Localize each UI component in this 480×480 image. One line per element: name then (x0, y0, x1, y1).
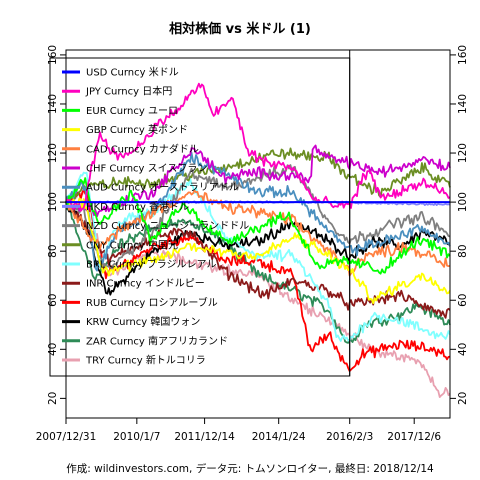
legend-label-6: AUD Curncy オーストラリアドル (86, 182, 239, 194)
legend-label-3: GBP Curncy 英ポンド (86, 123, 188, 136)
y-tick-label-left: 100 (47, 192, 59, 212)
x-tick-label: 2007/12/31 (36, 431, 97, 443)
axes: 20 20 40 40 60 60 80 80 100 100 120 120 140 140 160 160… (36, 45, 469, 443)
plot-frame (65, 49, 451, 419)
legend-label-0: USD Curncy 米ドル (86, 66, 179, 79)
x-tick-label: 2010/1/7 (113, 431, 160, 443)
y-tick-label-right: 160 (457, 45, 469, 65)
series-line-6 (65, 151, 451, 272)
legend-label-14: ZAR Curncy 南アフリカランド (86, 334, 228, 347)
series-line-13 (65, 201, 451, 296)
credit-caption: 作成: wildinvestors.com, データ元: トムソンロイター, 最… (66, 462, 434, 475)
series-line-11 (65, 200, 451, 319)
legend-label-4: CAD Curncy カナダドル (86, 142, 199, 155)
series-line-3 (65, 197, 451, 305)
y-tick-label-right: 20 (457, 392, 469, 405)
chart-title: 相対株価 vs 米ドル (1) (169, 21, 311, 37)
y-tick-label-left: 40 (47, 343, 59, 356)
y-tick-label-left: 60 (47, 294, 59, 307)
y-tick-label-left: 120 (47, 143, 59, 163)
legend-label-10: BRL Curncy ブラジルレアル (86, 258, 216, 271)
series-line-10 (65, 171, 451, 342)
y-tick-label-right: 40 (457, 343, 469, 356)
legend-label-8: NZD Curncy ニュージーランドドル (86, 220, 249, 232)
y-tick-label-right: 80 (457, 244, 469, 257)
y-tick-label-right: 140 (457, 94, 469, 114)
legend-label-7: HKD Curncy 香港ドル (86, 201, 189, 213)
y-tick-label-left: 160 (47, 45, 59, 65)
y-tick-label-right: 100 (457, 192, 469, 212)
legend-label-5: CHF Curncy スイスフラン (86, 163, 207, 175)
plot-area (65, 82, 451, 398)
x-tick-label: 2011/12/14 (174, 431, 235, 443)
legend-label-9: CNY Curncy 中国元 (86, 238, 178, 251)
series-line-1 (65, 82, 451, 212)
series-line-8 (65, 164, 451, 271)
x-tick-label: 2017/12/6 (387, 431, 441, 443)
legend-label-1: JPY Curncy 日本円 (85, 85, 172, 98)
y-tick-label-right: 60 (457, 294, 469, 307)
series-line-12 (65, 188, 451, 372)
legend: USD Curncy 米ドル JPY Curncy 日本円 EUR Curncy ユ… (49, 57, 351, 377)
series-line-9 (65, 147, 451, 206)
y-tick-label-left: 140 (47, 94, 59, 114)
legend-label-2: EUR Curncy ユーロ (86, 106, 178, 117)
y-tick-label-left: 80 (47, 244, 59, 257)
legend-box (49, 57, 351, 377)
legend-label-15: TRY Curncy 新トルコリラ (85, 354, 206, 367)
series-line-2 (65, 177, 451, 275)
x-tick-label: 2014/1/24 (252, 431, 306, 443)
y-tick-label-left: 20 (47, 392, 59, 405)
legend-label-13: KRW Curncy 韓国ウォン (86, 316, 200, 328)
x-tick-label: 2016/2/3 (326, 431, 373, 443)
legend-label-11: INR Curncy インドルピー (86, 278, 205, 290)
y-tick-label-right: 120 (457, 143, 469, 163)
series-line-14 (65, 201, 451, 344)
legend-label-12: RUB Curncy ロシアルーブル (86, 296, 218, 309)
series-line-4 (65, 189, 451, 277)
